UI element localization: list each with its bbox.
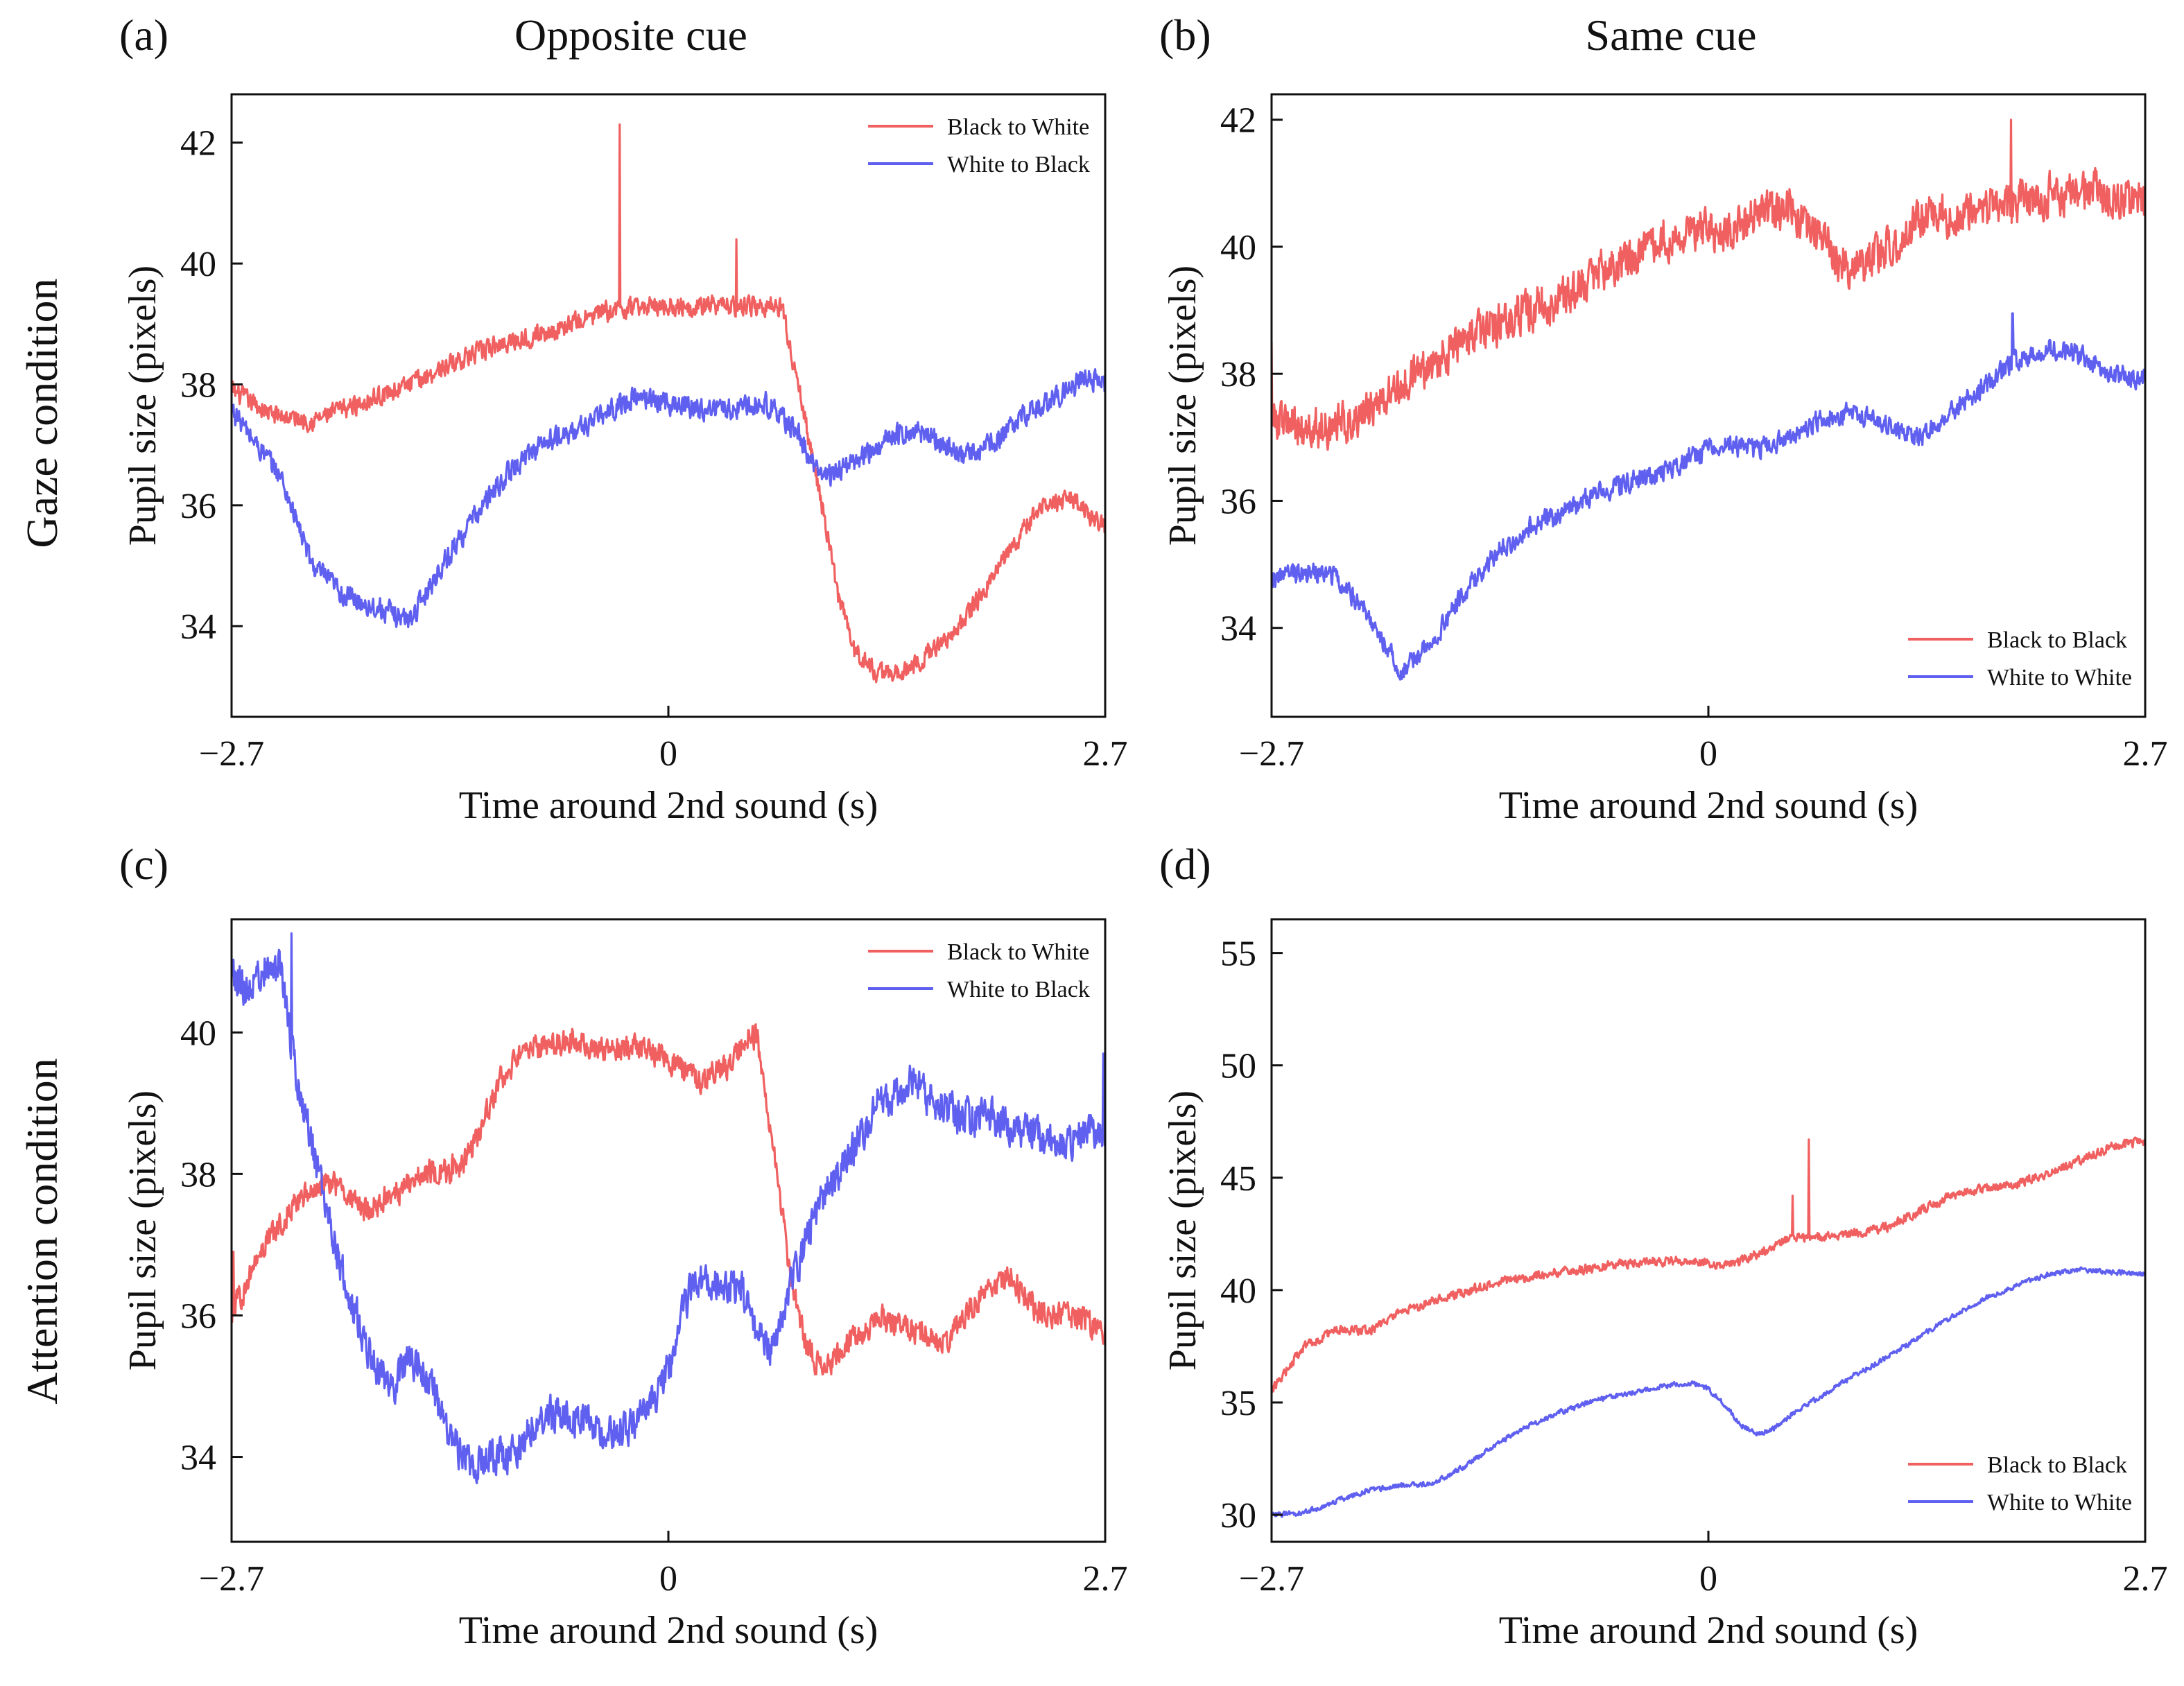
y-tick-label-b-1: 36 — [1220, 482, 1256, 521]
y-tick-label-b-3: 40 — [1220, 228, 1256, 268]
series-line-c-white-to-black — [232, 932, 1105, 1484]
series-line-d-white-to-white — [1272, 1266, 2145, 1518]
y-tick-label-c-2: 38 — [180, 1155, 216, 1194]
series-line-a-white-to-black — [232, 368, 1105, 629]
y-tick-label-b-4: 42 — [1220, 101, 1256, 141]
x-tick-label-a-1: 0 — [659, 734, 677, 774]
panel-label-d: (d) — [1159, 840, 1211, 889]
x-tick-label-a-2: 2.7 — [1083, 734, 1128, 774]
row-title-attention-condition: Attention condition — [17, 1058, 67, 1405]
x-axis-label-b: Time around 2nd sound (s) — [1499, 784, 1918, 827]
y-tick-label-b-2: 38 — [1220, 355, 1256, 394]
series-line-a-black-to-white — [232, 123, 1105, 684]
y-axis-label-c: Pupil size (pixels) — [121, 1090, 164, 1371]
x-axis-label-a: Time around 2nd sound (s) — [459, 784, 878, 827]
y-tick-label-d-3: 45 — [1220, 1159, 1256, 1199]
panel-label-c: (c) — [119, 840, 168, 889]
series-line-b-black-to-black — [1272, 119, 2145, 451]
x-tick-label-b-0: −2.7 — [1239, 734, 1304, 774]
column-title-opposite-cue: Opposite cue — [514, 10, 747, 60]
y-tick-label-d-1: 35 — [1220, 1384, 1256, 1423]
legend-label-d-black-to-black: Black to Black — [1987, 1452, 2127, 1478]
x-tick-label-d-2: 2.7 — [2123, 1559, 2168, 1599]
chart-panel-c: −2.7 0 2.7 34 36 38 40 Time around 2nd sound (s… — [121, 918, 1128, 1652]
chart-panel-a: −2.7 0 2.7 34 36 38 40 42 Time around 2nd sound … — [121, 93, 1128, 827]
legend-label-c-white-to-black: White to Black — [947, 977, 1090, 1002]
x-tick-label-c-2: 2.7 — [1083, 1559, 1128, 1599]
y-axis-label-b: Pupil size (pixels) — [1161, 266, 1204, 546]
y-tick-label-b-0: 34 — [1220, 609, 1256, 649]
legend-label-b-black-to-black: Black to Black — [1987, 627, 2127, 653]
x-tick-label-b-1: 0 — [1699, 734, 1717, 774]
y-tick-label-a-3: 40 — [180, 245, 216, 284]
y-tick-label-a-4: 42 — [180, 124, 216, 164]
plot-frame-d — [1270, 918, 2147, 1543]
x-tick-label-c-0: −2.7 — [199, 1559, 264, 1599]
y-tick-label-a-2: 38 — [180, 365, 216, 405]
chart-panel-d: −2.7 0 2.7 30 35 40 45 50 55 Time around 2nd soun… — [1161, 918, 2168, 1652]
x-tick-label-a-0: −2.7 — [199, 734, 264, 774]
series-line-c-black-to-white — [232, 1023, 1105, 1376]
x-tick-label-d-1: 0 — [1699, 1559, 1717, 1599]
x-axis-label-d: Time around 2nd sound (s) — [1499, 1609, 1918, 1652]
y-tick-label-c-0: 34 — [180, 1439, 216, 1478]
y-tick-label-d-5: 55 — [1220, 935, 1256, 974]
y-tick-label-a-0: 34 — [180, 607, 216, 647]
plot-frame-b — [1270, 93, 2147, 718]
panel-label-a: (a) — [119, 10, 168, 60]
series-line-d-black-to-black — [1272, 1136, 2145, 1393]
legend-label-d-white-to-white: White to White — [1987, 1490, 2132, 1515]
y-tick-label-c-3: 40 — [180, 1014, 216, 1053]
y-axis-label-d: Pupil size (pixels) — [1161, 1090, 1204, 1371]
chart-panel-b: −2.7 0 2.7 34 36 38 40 42 Time around 2nd sound … — [1161, 93, 2168, 827]
series-line-b-white-to-white — [1272, 312, 2145, 681]
x-axis-label-c: Time around 2nd sound (s) — [459, 1609, 878, 1652]
legend-label-c-black-to-white: Black to White — [947, 939, 1089, 965]
legend-label-a-black-to-white: Black to White — [947, 114, 1089, 140]
y-tick-label-a-1: 36 — [180, 487, 216, 526]
x-tick-label-b-2: 2.7 — [2123, 734, 2168, 774]
plot-frame-c — [230, 918, 1107, 1543]
y-tick-label-d-4: 50 — [1220, 1047, 1256, 1086]
y-tick-label-d-0: 30 — [1220, 1496, 1256, 1536]
y-axis-label-a: Pupil size (pixels) — [121, 266, 164, 546]
legend-label-a-white-to-black: White to Black — [947, 152, 1090, 177]
x-tick-label-d-0: −2.7 — [1239, 1559, 1304, 1599]
y-tick-label-c-1: 36 — [180, 1296, 216, 1336]
x-tick-label-c-1: 0 — [659, 1559, 677, 1599]
row-title-gaze-condition: Gaze condition — [17, 278, 67, 548]
column-title-same-cue: Same cue — [1586, 10, 1757, 60]
y-tick-label-d-2: 40 — [1220, 1271, 1256, 1311]
legend-label-b-white-to-white: White to White — [1987, 665, 2132, 690]
panel-label-b: (b) — [1159, 10, 1211, 60]
